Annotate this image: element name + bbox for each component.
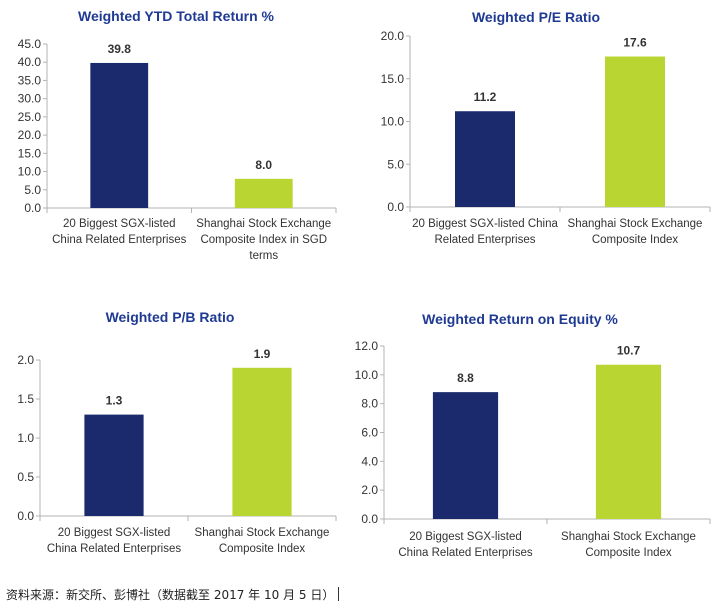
y-tick-label: 10.0 [381,115,405,129]
chart-title: Weighted YTD Total Return % [78,8,275,24]
data-label: 10.7 [617,344,641,358]
category-label: Related Enterprises [435,234,536,246]
y-tick-label: 15.0 [381,72,405,86]
y-tick-label: 4.0 [361,454,378,468]
data-label: 1.9 [254,347,271,361]
category-label: Composite Index [592,234,679,246]
data-label: 1.3 [106,394,123,408]
source-text: 资料来源：新交所、彭博社（数据截至 2017 年 10 月 5 日） [6,588,335,602]
data-label: 39.8 [108,42,132,56]
y-tick-label: 2.0 [361,483,378,497]
category-label: China Related Enterprises [47,543,181,555]
category-label: Shanghai Stock Exchange [195,527,330,539]
chart-title: Weighted P/E Ratio [472,9,600,25]
data-label: 17.6 [623,36,647,50]
category-label: Composite Index [219,543,306,555]
bar-2 [232,367,292,516]
bar-2 [595,364,662,519]
y-tick-label: 30.0 [18,92,42,106]
data-label: 8.8 [457,371,474,385]
y-tick-label: 0.0 [17,509,34,523]
bar-1 [84,414,144,516]
data-label: 11.2 [474,90,497,104]
category-label: Composite Index [585,547,672,559]
bar-2 [605,56,665,207]
category-label: 20 Biggest SGX-listed China [412,218,558,230]
y-tick-label: 20.0 [18,128,42,142]
y-tick-label: 5.0 [24,183,41,197]
chart-panel-2: Weighted P/E Ratio 0.0 5.0 10.0 15.0 20.0 11.2… [381,9,711,246]
y-tick-label: 6.0 [361,426,378,440]
category-label: China Related Enterprises [398,547,532,559]
bar-1 [432,392,499,519]
category-label: 20 Biggest SGX-listed [63,218,176,230]
bar-1 [90,62,149,208]
y-tick-label: 12.0 [355,339,379,353]
y-tick-label: 1.0 [17,431,34,445]
bar-2 [234,178,293,208]
y-tick-label: 8.0 [361,397,378,411]
chart-panel-3: Weighted P/B Ratio 0.0 0.5 1.0 1.5 2.0 1.3 20 B… [17,309,337,555]
y-tick-label: 0.5 [17,470,34,484]
source-note: 资料来源：新交所、彭博社（数据截至 2017 年 10 月 5 日） [6,586,340,603]
text-cursor [338,587,340,601]
y-tick-label: 20.0 [381,29,405,43]
y-tick-label: 1.5 [17,392,34,406]
category-label: Shanghai Stock Exchange [568,218,703,230]
category-label: terms [249,250,278,262]
y-tick-label: 0.0 [24,201,41,215]
category-label: Composite Index in SGD [200,234,327,246]
category-label: 20 Biggest SGX-listed [409,531,522,543]
y-tick-label: 25.0 [18,110,42,124]
category-label: China Related Enterprises [52,234,186,246]
category-label: 20 Biggest SGX-listed [58,527,171,539]
y-tick-label: 0.0 [387,200,404,214]
y-tick-label: 0.0 [361,512,378,526]
y-tick-label: 10.0 [18,165,42,179]
y-tick-label: 45.0 [18,37,42,51]
data-label: 8.0 [255,158,272,172]
y-tick-label: 15.0 [18,146,42,160]
chart-title: Weighted P/B Ratio [106,309,235,325]
bar-1 [455,111,515,207]
chart-panel-4: Weighted Return on Equity % 0.0 2.0 4.0 6.0 8… [355,311,711,559]
chart-panel-1: Weighted YTD Total Return % 0.0 5.0 10.0 15.… [18,8,337,262]
y-tick-label: 35.0 [18,73,42,87]
y-tick-label: 40.0 [18,55,42,69]
y-tick-label: 5.0 [387,157,404,171]
y-tick-label: 2.0 [17,353,34,367]
chart-title: Weighted Return on Equity % [422,311,618,327]
charts-canvas: Weighted YTD Total Return % 0.0 5.0 10.0 15.… [17,8,711,559]
y-tick-label: 10.0 [355,368,379,382]
category-label: Shanghai Stock Exchange [561,531,696,543]
category-label: Shanghai Stock Exchange [196,218,331,230]
chart-grid: Weighted YTD Total Return % 0.0 5.0 10.0 15.… [17,8,711,559]
